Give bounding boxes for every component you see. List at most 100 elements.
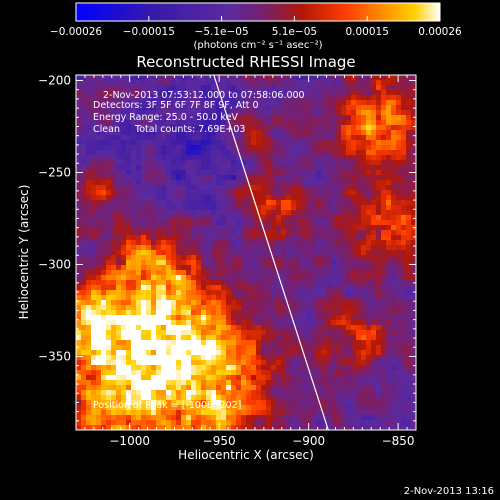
heatmap-cell <box>106 425 112 430</box>
heatmap-cell <box>316 160 322 166</box>
heatmap-cell <box>241 200 247 206</box>
heatmap-cell <box>141 75 147 81</box>
heatmap-cell <box>381 145 387 151</box>
heatmap-cell <box>346 315 352 321</box>
heatmap-cell <box>151 195 157 201</box>
heatmap-cell <box>166 270 172 276</box>
heatmap-cell <box>211 185 217 191</box>
heatmap-cell <box>296 255 302 261</box>
heatmap-cell <box>326 230 332 236</box>
heatmap-cell <box>291 245 297 251</box>
heatmap-cell <box>156 360 162 366</box>
heatmap-cell <box>176 315 182 321</box>
heatmap-cell <box>401 185 407 191</box>
heatmap-cell <box>121 340 127 346</box>
heatmap-cell <box>131 370 137 376</box>
heatmap-cell <box>131 350 137 356</box>
heatmap-cell <box>271 280 277 286</box>
heatmap-cell <box>81 185 87 191</box>
colorbar-unit-label: (photons cm⁻² s⁻¹ asec⁻²) <box>193 40 322 51</box>
heatmap-cell <box>396 200 402 206</box>
heatmap-cell <box>166 150 172 156</box>
heatmap-cell <box>346 110 352 116</box>
heatmap-cell <box>236 160 242 166</box>
heatmap-cell <box>396 195 402 201</box>
heatmap-cell <box>126 175 132 181</box>
heatmap-cell <box>366 300 372 306</box>
heatmap-cell <box>371 145 377 151</box>
heatmap-cell <box>186 405 192 411</box>
heatmap-cell <box>396 135 402 141</box>
heatmap-cell <box>386 335 392 341</box>
heatmap-cell <box>181 160 187 166</box>
heatmap-cell <box>216 150 222 156</box>
heatmap-cell <box>186 195 192 201</box>
heatmap-cell <box>366 100 372 106</box>
heatmap-cell <box>216 140 222 146</box>
heatmap-cell <box>126 370 132 376</box>
heatmap-cell <box>371 150 377 156</box>
heatmap-cell <box>296 260 302 266</box>
heatmap-cell <box>291 160 297 166</box>
heatmap-cell <box>261 125 267 131</box>
heatmap-cell <box>346 305 352 311</box>
heatmap-cell <box>131 220 137 226</box>
heatmap-cell <box>166 135 172 141</box>
heatmap-cell <box>361 220 367 226</box>
heatmap-cell <box>211 375 217 381</box>
heatmap-cell <box>391 375 397 381</box>
heatmap-cell <box>331 235 337 241</box>
heatmap-cell <box>146 280 152 286</box>
heatmap-cell <box>246 355 252 361</box>
heatmap-cell <box>76 330 82 336</box>
heatmap-cell <box>301 425 307 430</box>
heatmap-cell <box>171 245 177 251</box>
heatmap-cell <box>291 380 297 386</box>
heatmap-cell <box>341 215 347 221</box>
heatmap-cell <box>131 310 137 316</box>
heatmap-cell <box>126 410 132 416</box>
heatmap-cell <box>211 125 217 131</box>
heatmap-cell <box>396 235 402 241</box>
heatmap-cell <box>381 310 387 316</box>
heatmap-cell <box>276 125 282 131</box>
heatmap-cell <box>331 105 337 111</box>
heatmap-cell <box>326 325 332 331</box>
heatmap-cell <box>101 160 107 166</box>
heatmap-cell <box>221 130 227 136</box>
heatmap-cell <box>181 195 187 201</box>
heatmap-cell <box>386 255 392 261</box>
heatmap-cell <box>251 360 257 366</box>
heatmap-cell <box>266 295 272 301</box>
heatmap-cell <box>176 100 182 106</box>
heatmap-cell <box>316 320 322 326</box>
heatmap-cell <box>211 400 217 406</box>
heatmap-cell <box>326 105 332 111</box>
heatmap-cell <box>361 345 367 351</box>
heatmap-cell <box>406 405 412 411</box>
heatmap-cell <box>166 355 172 361</box>
heatmap-cell <box>266 100 272 106</box>
heatmap-cell <box>271 400 277 406</box>
heatmap-cell <box>126 100 132 106</box>
heatmap-cell <box>156 275 162 281</box>
heatmap-cell <box>201 100 207 106</box>
heatmap-cell <box>271 420 277 426</box>
heatmap-cell <box>371 110 377 116</box>
heatmap-cell <box>211 325 217 331</box>
heatmap-cell <box>231 340 237 346</box>
heatmap-cell <box>76 395 82 401</box>
heatmap-cell <box>251 280 257 286</box>
heatmap-cell <box>181 255 187 261</box>
heatmap-cell <box>361 140 367 146</box>
heatmap-cell <box>76 160 82 166</box>
heatmap-cell <box>141 85 147 91</box>
heatmap-cell <box>146 370 152 376</box>
heatmap-cell <box>151 160 157 166</box>
heatmap-cell <box>171 415 177 421</box>
heatmap-cell <box>331 275 337 281</box>
heatmap-cell <box>326 175 332 181</box>
heatmap-cell <box>196 245 202 251</box>
heatmap-cell <box>216 225 222 231</box>
heatmap-cell <box>226 390 232 396</box>
